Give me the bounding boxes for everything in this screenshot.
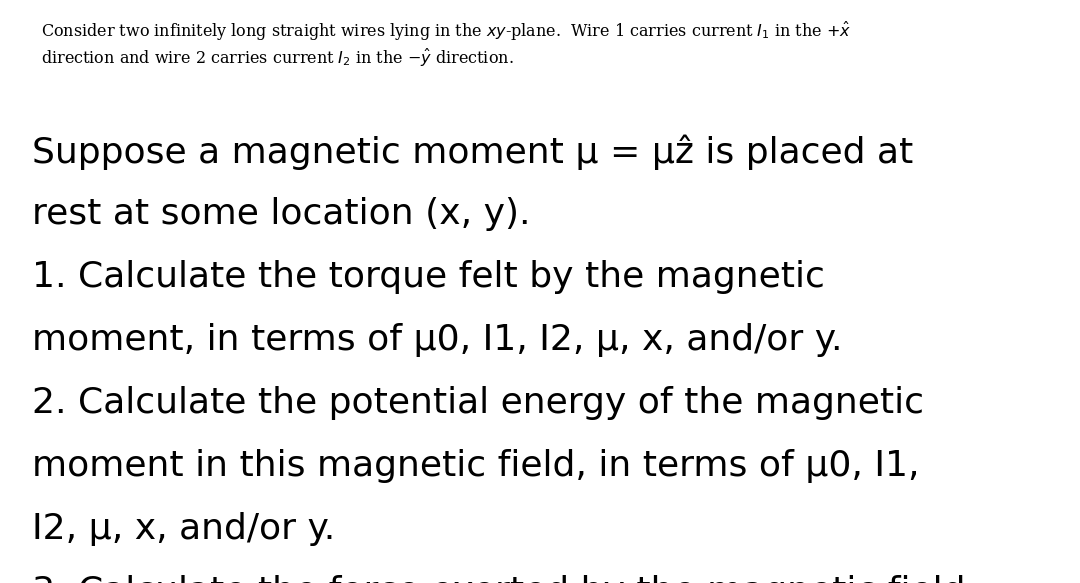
Text: rest at some location (x, y).: rest at some location (x, y). bbox=[32, 197, 531, 231]
Text: Suppose a magnetic moment μ = μẑ is placed at: Suppose a magnetic moment μ = μẑ is pla… bbox=[32, 134, 914, 170]
Text: moment in this magnetic field, in terms of μ0, I1,: moment in this magnetic field, in terms … bbox=[32, 449, 920, 483]
Text: moment, in terms of μ0, I1, I2, μ, x, and/or y.: moment, in terms of μ0, I1, I2, μ, x, an… bbox=[32, 323, 842, 357]
Text: 3. Calculate the force exerted by the magnetic field: 3. Calculate the force exerted by the ma… bbox=[32, 575, 966, 583]
Text: direction and wire 2 carries current $I_2$ in the $-\hat{y}$ direction.: direction and wire 2 carries current $I_… bbox=[41, 47, 514, 69]
Text: I2, μ, x, and/or y.: I2, μ, x, and/or y. bbox=[32, 512, 336, 546]
Text: 2. Calculate the potential energy of the magnetic: 2. Calculate the potential energy of the… bbox=[32, 386, 924, 420]
Text: 1. Calculate the torque felt by the magnetic: 1. Calculate the torque felt by the magn… bbox=[32, 260, 825, 294]
Text: Consider two infinitely long straight wires lying in the $xy$-plane.  Wire 1 car: Consider two infinitely long straight wi… bbox=[41, 20, 851, 43]
